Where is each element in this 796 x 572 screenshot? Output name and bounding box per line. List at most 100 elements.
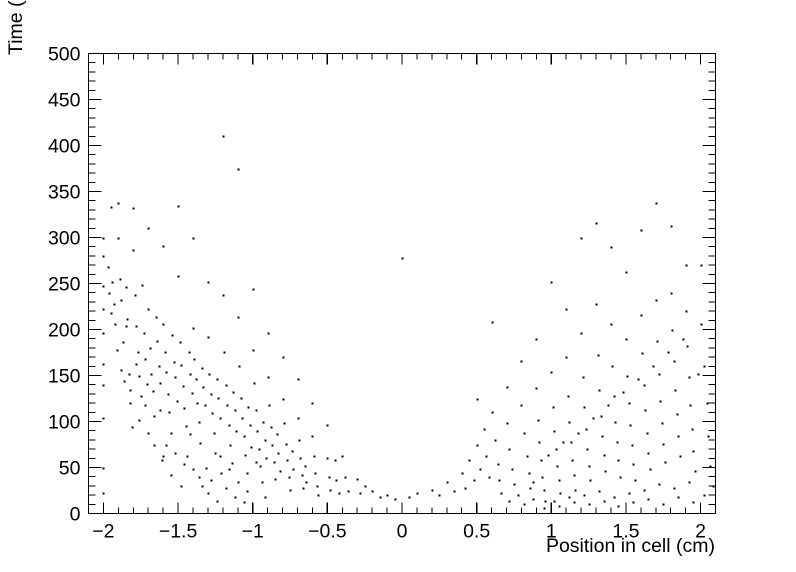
data-point: [523, 503, 526, 506]
data-point: [629, 424, 632, 427]
data-point: [431, 489, 434, 492]
data-point: [150, 373, 153, 376]
data-point: [662, 503, 665, 506]
data-point: [188, 351, 191, 354]
data-point: [649, 468, 652, 471]
data-point: [611, 365, 614, 368]
data-point: [237, 316, 240, 319]
data-point: [582, 376, 585, 379]
y-axis-title: Time (ns): [5, 0, 27, 55]
data-point: [313, 455, 316, 458]
y-tick-label: 400: [48, 136, 81, 158]
data-point: [134, 294, 137, 297]
data-point: [552, 406, 555, 409]
data-point: [341, 455, 344, 458]
data-point: [479, 468, 482, 471]
data-point: [485, 455, 488, 458]
data-point: [371, 490, 374, 493]
data-point: [164, 351, 167, 354]
data-point: [122, 341, 125, 344]
data-point: [159, 409, 162, 412]
data-point: [547, 454, 550, 457]
data-point: [468, 459, 471, 462]
data-point: [174, 376, 177, 379]
data-point: [662, 443, 665, 446]
data-point: [108, 292, 111, 295]
data-point: [586, 448, 589, 451]
data-point: [186, 455, 189, 458]
data-point: [204, 404, 207, 407]
data-point: [119, 278, 122, 281]
data-point: [311, 402, 314, 405]
data-point: [117, 202, 120, 205]
data-point-layer: [102, 135, 715, 510]
data-point: [271, 444, 274, 447]
data-point: [165, 371, 168, 374]
data-point: [573, 501, 576, 504]
data-point: [159, 382, 162, 385]
data-point: [213, 432, 216, 435]
data-point: [595, 303, 598, 306]
data-point: [240, 397, 243, 400]
data-point: [292, 468, 295, 471]
data-point: [144, 404, 147, 407]
data-point: [183, 463, 186, 466]
y-tick-label: 250: [48, 274, 81, 296]
data-point: [316, 485, 319, 488]
data-point: [359, 492, 362, 495]
data-point: [267, 332, 270, 335]
data-point: [568, 496, 571, 499]
data-point: [205, 467, 208, 470]
data-point: [244, 454, 247, 457]
data-point: [617, 505, 620, 508]
x-axis-tick-labels: −2 −1.5 −1 −0.5 0 0.5 1 1.5 2: [92, 521, 706, 543]
data-point: [283, 422, 286, 425]
data-point: [199, 442, 202, 445]
data-point: [689, 404, 692, 407]
data-point: [562, 441, 565, 444]
data-point: [334, 459, 337, 462]
data-point: [107, 266, 110, 269]
data-point: [500, 492, 503, 495]
data-point: [661, 422, 664, 425]
data-point: [102, 332, 105, 335]
data-point: [192, 327, 195, 330]
data-point: [177, 205, 180, 208]
data-point: [304, 465, 307, 468]
data-point: [259, 465, 262, 468]
data-point: [598, 389, 601, 392]
data-point: [146, 383, 149, 386]
data-point: [138, 375, 141, 378]
y-tick-label: 300: [48, 228, 81, 250]
y-tick-label: 150: [48, 366, 81, 388]
data-point: [214, 452, 217, 455]
data-point: [568, 421, 571, 424]
data-point: [583, 406, 586, 409]
data-point: [640, 229, 643, 232]
x-tick-label: 1.5: [612, 521, 639, 543]
data-point: [116, 349, 119, 352]
data-point: [604, 470, 607, 473]
data-point: [253, 382, 256, 385]
data-point: [553, 500, 556, 503]
data-point: [143, 332, 146, 335]
data-point: [216, 500, 219, 503]
data-point: [386, 494, 389, 497]
data-point: [532, 481, 535, 484]
data-point: [255, 461, 258, 464]
data-point: [540, 459, 543, 462]
data-point: [610, 323, 613, 326]
data-point: [228, 424, 231, 427]
data-point: [613, 496, 616, 499]
data-point: [610, 246, 613, 249]
data-point: [703, 494, 706, 497]
data-point: [211, 412, 214, 415]
data-point: [102, 308, 105, 311]
data-point: [125, 325, 128, 328]
data-point: [526, 455, 529, 458]
data-point: [573, 474, 576, 477]
data-point: [344, 476, 347, 479]
data-point: [279, 470, 282, 473]
data-point: [198, 476, 201, 479]
data-point: [120, 299, 123, 302]
